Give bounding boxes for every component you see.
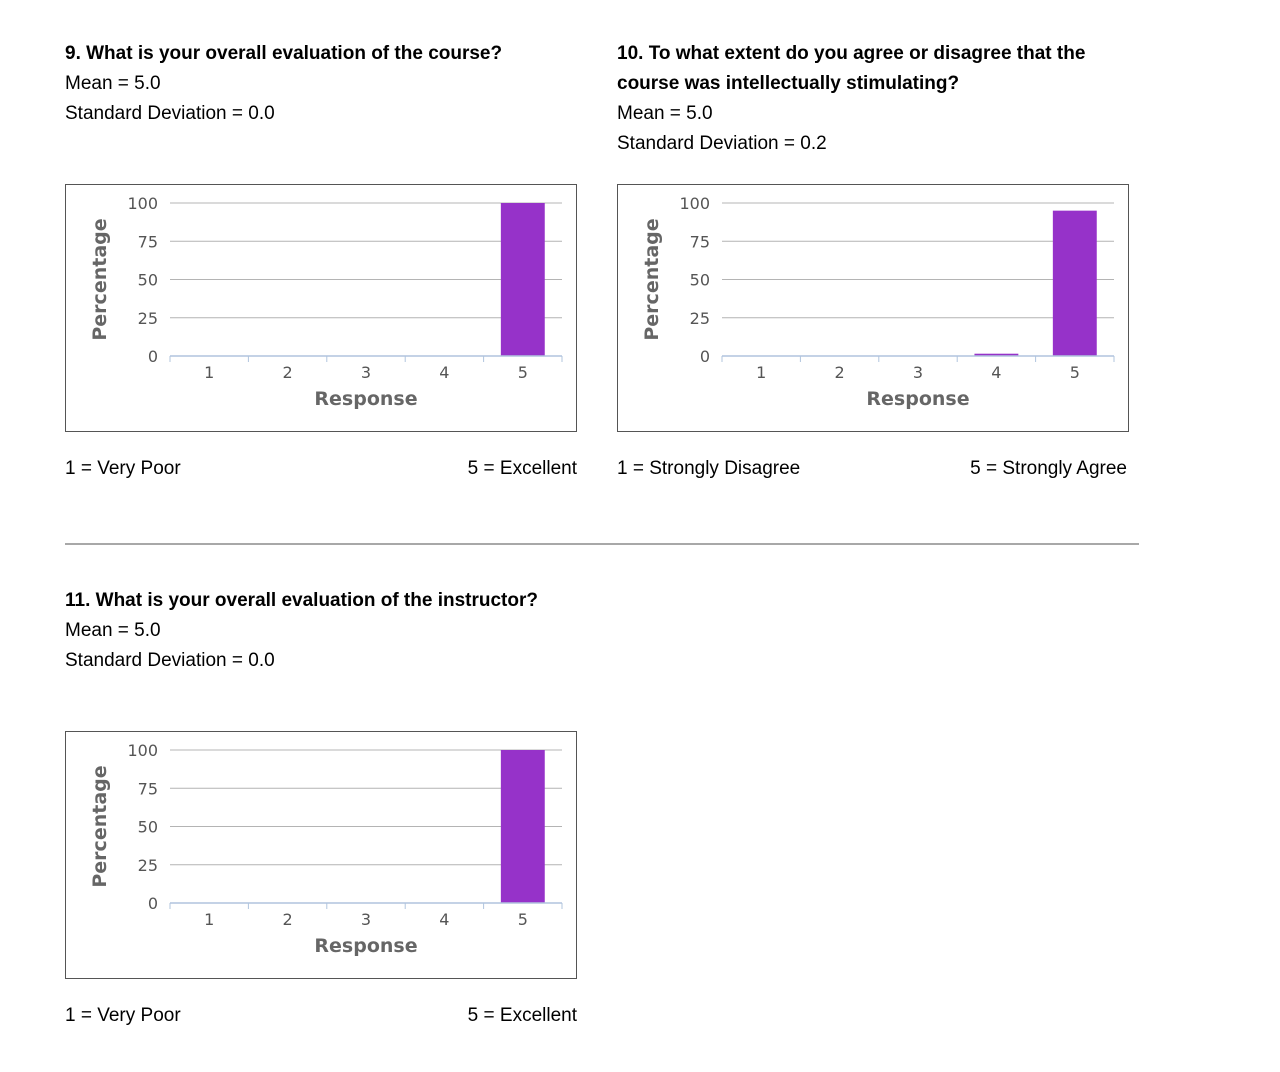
x-tick-label: 5 <box>518 910 528 929</box>
bar-chart: 0 25 50 75 100 1 2 3 4 5 Response Percentage <box>89 194 563 410</box>
y-tick-label: 50 <box>690 271 710 290</box>
x-tick-label: 2 <box>835 363 845 382</box>
x-tick-label: 4 <box>991 363 1001 382</box>
chart-question-10: 0 25 50 75 100 1 2 3 4 5 Response Percentage <box>617 184 1129 432</box>
y-tick-label: 25 <box>138 856 158 875</box>
y-tick-label: 100 <box>679 194 710 213</box>
y-tick-label: 0 <box>700 347 710 366</box>
bar <box>500 203 545 356</box>
x-tick-label: 3 <box>361 363 371 382</box>
bar <box>974 353 1019 356</box>
question-title-line-1: 10. To what extent do you agree or disag… <box>617 43 1086 64</box>
y-tick-label: 0 <box>148 347 158 366</box>
y-tick-label: 25 <box>138 309 158 328</box>
std-dev-text: Standard Deviation = 0.0 <box>65 103 275 124</box>
x-tick-label: 3 <box>361 910 371 929</box>
y-tick-label: 50 <box>138 818 158 837</box>
y-tick-label: 0 <box>148 894 158 913</box>
y-tick-label: 100 <box>127 741 158 760</box>
x-tick-label: 1 <box>204 910 214 929</box>
scale-low-label: 1 = Strongly Disagree <box>617 458 801 479</box>
question-title-line-2: course was intellectually stimulating? <box>617 73 960 94</box>
x-tick-label: 1 <box>756 363 766 382</box>
x-tick-label: 2 <box>283 910 293 929</box>
std-dev-text: Standard Deviation = 0.0 <box>65 650 275 671</box>
x-tick-label: 2 <box>283 363 293 382</box>
x-tick-label: 4 <box>439 363 449 382</box>
bar <box>1052 210 1097 356</box>
mean-text: Mean = 5.0 <box>65 73 161 94</box>
mean-text: Mean = 5.0 <box>65 620 161 641</box>
y-axis-title: Percentage <box>89 765 111 887</box>
y-tick-label: 75 <box>138 779 158 798</box>
y-axis-title: Percentage <box>641 218 663 340</box>
section-divider <box>65 543 1139 545</box>
x-tick-label: 3 <box>913 363 923 382</box>
bar-chart: 0 25 50 75 100 1 2 3 4 5 Response Percentage <box>89 741 563 957</box>
chart-question-11: 0 25 50 75 100 1 2 3 4 5 Response Percentage <box>65 731 577 979</box>
question-10: 10. To what extent do you agree or disag… <box>617 39 1177 159</box>
y-tick-label: 25 <box>690 309 710 328</box>
scale-low-label: 1 = Very Poor <box>65 1005 181 1026</box>
y-tick-label: 50 <box>138 271 158 290</box>
y-axis-title: Percentage <box>89 218 111 340</box>
question-9: 9. What is your overall evaluation of th… <box>65 39 625 129</box>
bar <box>500 750 545 903</box>
scale-high-label: 5 = Strongly Agree <box>970 458 1127 479</box>
bar-chart: 0 25 50 75 100 1 2 3 4 5 Response Percentage <box>641 194 1115 410</box>
mean-text: Mean = 5.0 <box>617 103 713 124</box>
x-tick-label: 1 <box>204 363 214 382</box>
scale-high-label: 5 = Excellent <box>467 458 577 479</box>
y-tick-label: 75 <box>138 232 158 251</box>
question-title: 9. What is your overall evaluation of th… <box>65 43 503 64</box>
scale-low-label: 1 = Very Poor <box>65 458 181 479</box>
scale-high-label: 5 = Excellent <box>467 1005 577 1026</box>
x-tick-label: 4 <box>439 910 449 929</box>
x-tick-label: 5 <box>518 363 528 382</box>
x-axis-title: Response <box>866 388 969 410</box>
chart-question-9: 0 25 50 75 100 1 2 3 4 5 Response Percentage <box>65 184 577 432</box>
y-tick-label: 75 <box>690 232 710 251</box>
question-11: 11. What is your overall evaluation of t… <box>65 586 625 676</box>
question-title: 11. What is your overall evaluation of t… <box>65 590 538 611</box>
x-tick-label: 5 <box>1070 363 1080 382</box>
x-axis-title: Response <box>314 935 417 957</box>
x-axis-title: Response <box>314 388 417 410</box>
std-dev-text: Standard Deviation = 0.2 <box>617 133 827 154</box>
y-tick-label: 100 <box>127 194 158 213</box>
